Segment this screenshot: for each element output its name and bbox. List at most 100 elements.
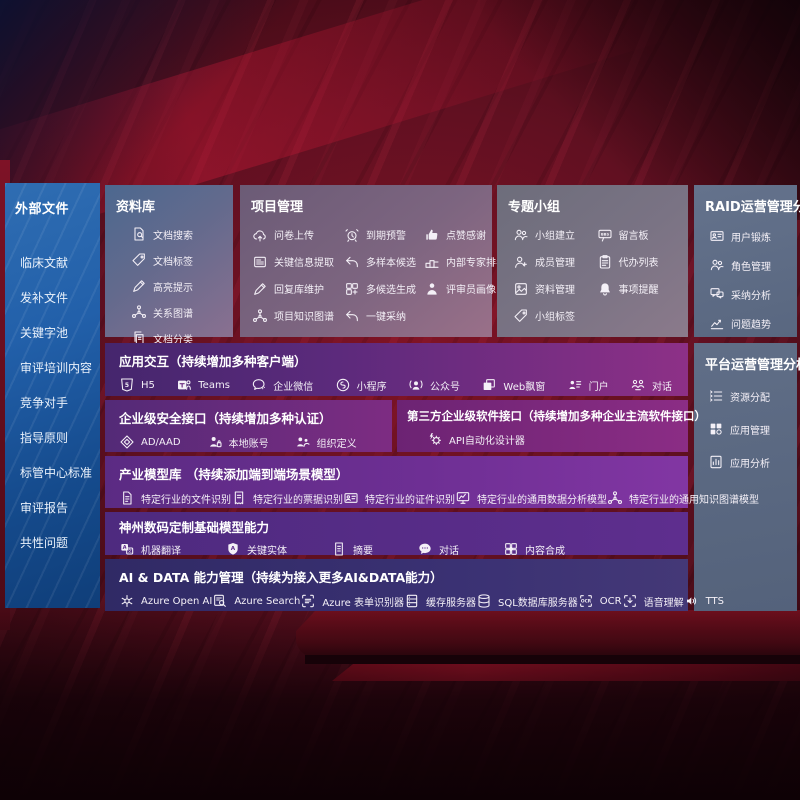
person-solid-item[interactable]: 评审员画像 xyxy=(424,281,506,297)
teams-item[interactable]: Teams xyxy=(176,377,230,393)
official-account-item[interactable]: 公众号 xyxy=(408,377,460,393)
account-local-icon xyxy=(207,434,223,450)
entity-badge-icon: A xyxy=(225,541,241,557)
web-window-item[interactable]: Web飘窗 xyxy=(481,377,545,393)
azure-search-item[interactable]: Azure Search xyxy=(212,593,300,609)
sql-db-item[interactable]: SQL数据库服务器 xyxy=(476,593,578,609)
openai-icon xyxy=(119,593,135,609)
sidebar-item[interactable]: 指导原则 xyxy=(5,421,100,456)
bell-item[interactable]: 事项提醒 xyxy=(597,281,681,297)
pencil-item[interactable]: 高亮提示 xyxy=(131,278,233,294)
grid-apps-icon xyxy=(708,421,724,437)
item-label: 多样本候选 xyxy=(366,258,416,269)
network-item[interactable]: 项目知识图谱 xyxy=(252,308,344,324)
generate-item[interactable]: 多候选生成 xyxy=(344,281,424,297)
item-label: 门户 xyxy=(588,381,609,393)
compose-grid-icon xyxy=(503,541,519,557)
item-label: 项目知识图谱 xyxy=(274,312,334,323)
data-model-item[interactable]: 特定行业的通用数据分析模型 xyxy=(455,490,607,506)
tag-item[interactable]: 文档标签 xyxy=(131,252,233,268)
album-icon xyxy=(513,281,529,297)
doc-search-item[interactable]: 文档搜索 xyxy=(131,226,233,242)
item-label: 关键字池 xyxy=(20,326,69,340)
openai-item[interactable]: Azure Open AI xyxy=(119,593,212,609)
adopt-arrow-icon xyxy=(344,308,360,324)
knowledge-graph-item[interactable]: 特定行业的通用知识图谱模型 xyxy=(607,490,759,506)
clipboard-icon xyxy=(597,254,613,270)
tts-item[interactable]: TTS xyxy=(684,593,724,609)
dialog-item[interactable]: 对话 xyxy=(630,377,672,393)
adopt-arrow-item[interactable]: 一键采纳 xyxy=(344,308,424,324)
list-tune-item[interactable]: 资源分配 xyxy=(708,388,797,404)
item-label: 一键采纳 xyxy=(366,312,406,323)
summary-doc-item[interactable]: 摘要 xyxy=(331,541,373,557)
reply-item[interactable]: 多样本候选 xyxy=(344,254,424,270)
list-tune-icon xyxy=(708,388,724,404)
account-local-item[interactable]: 本地账号 xyxy=(207,434,269,450)
miniprogram-icon xyxy=(335,377,351,393)
people-item[interactable]: 小组建立 xyxy=(513,227,597,243)
item-label: Azure 表单识别器 xyxy=(322,597,404,609)
cache-server-item[interactable]: 缓存服务器 xyxy=(404,593,476,609)
sidebar-external-files: 外部文件 临床文献 发补文件 关键字池 审评培训内容 竞争对手 指导原则 标管中心标准 审评报… xyxy=(5,183,100,608)
network-item[interactable]: 关系图谱 xyxy=(131,304,233,320)
sidebar-item[interactable]: 标管中心标准 xyxy=(5,456,100,491)
item-label: 审评报告 xyxy=(20,501,69,515)
pencil-item[interactable]: 回复库维护 xyxy=(252,281,344,297)
form-recognizer-item[interactable]: Azure 表单识别器 xyxy=(300,593,404,609)
sidebar-item[interactable]: 审评报告 xyxy=(5,491,100,526)
api-gear-item[interactable]: API自动化设计器 xyxy=(427,431,525,447)
ocr-item[interactable]: OCR OCR xyxy=(578,593,622,609)
clipboard-item[interactable]: 代办列表 xyxy=(597,254,681,270)
row-foundation-model-capability: 神州数码定制基础模型能力 A 文机器翻译 A 关键实体 摘要 对话 内容合成 xyxy=(105,512,688,557)
doc-file-item[interactable]: 特定行业的文件识别 xyxy=(119,490,231,506)
sidebar-item[interactable]: 关键字池 xyxy=(5,316,100,351)
item-label: 文档搜索 xyxy=(153,230,193,242)
person-add-item[interactable]: 成员管理 xyxy=(513,254,597,270)
id-card-item[interactable]: 用户锻炼 xyxy=(709,228,797,244)
item-label: OCR xyxy=(599,595,622,607)
ranking-item[interactable]: 内部专家排名 xyxy=(424,254,506,270)
sidebar-items: 临床文献 发补文件关键字池审评培训内容 竞争对手 指导原则 标管中心标准审评报告共性问题 xyxy=(5,246,100,561)
receipt-icon xyxy=(231,490,247,506)
thumb-up-item[interactable]: 点赞感谢 xyxy=(424,227,506,243)
row-title: 第三方企业级软件接口（持续增加多种企业主流软件接口） xyxy=(407,409,706,423)
grid-apps-item[interactable]: 应用管理 xyxy=(708,421,797,437)
alarm-item[interactable]: 到期预警 xyxy=(344,227,424,243)
chat-qa-item[interactable]: 采纳分析 xyxy=(709,286,797,302)
portal-item[interactable]: 门户 xyxy=(567,377,609,393)
sidebar-item[interactable]: 共性问题 xyxy=(5,526,100,561)
item-label: 小组标签 xyxy=(535,312,575,323)
sidebar-item[interactable]: 临床文献 xyxy=(5,246,100,281)
translate-item[interactable]: A 文机器翻译 xyxy=(119,541,181,557)
bbs-item[interactable]: BBS 留言板 xyxy=(597,227,681,243)
doc-file-icon xyxy=(119,490,135,506)
wechat-work-item[interactable]: 企业微信 xyxy=(251,377,313,393)
people-item[interactable]: 角色管理 xyxy=(709,257,797,273)
trend-item[interactable]: 问题趋势 xyxy=(709,315,797,331)
entity-badge-item[interactable]: A 关键实体 xyxy=(225,541,287,557)
tag-item[interactable]: 小组标签 xyxy=(513,308,597,324)
cloud-upload-item[interactable]: 问卷上传 xyxy=(252,227,344,243)
compose-grid-item[interactable]: 内容合成 xyxy=(503,541,565,557)
sidebar-item[interactable]: 竞争对手 xyxy=(5,386,100,421)
sidebar-item[interactable]: 发补文件 xyxy=(5,281,100,316)
chat-dots-item[interactable]: 对话 xyxy=(417,541,459,557)
item-label: 语音理解 xyxy=(643,597,684,609)
ad-diamond-item[interactable]: AD/AAD xyxy=(119,434,181,450)
doc-lines-item[interactable]: 关键信息提取 xyxy=(252,254,344,270)
org-define-item[interactable]: 组织定义 xyxy=(295,434,357,450)
sidebar-item[interactable]: 审评培训内容 xyxy=(5,351,100,386)
id-badge-item[interactable]: 特定行业的证件识别 xyxy=(343,490,455,506)
report-item[interactable]: 应用分析 xyxy=(708,454,797,470)
item-label: 对话 xyxy=(439,545,459,557)
item-label: 缓存服务器 xyxy=(426,597,476,609)
item-label: Teams xyxy=(198,379,230,391)
speech-item[interactable]: 语音理解 xyxy=(622,593,684,609)
album-item[interactable]: 资料管理 xyxy=(513,281,597,297)
html5-item[interactable]: 5 H5 xyxy=(119,377,155,393)
people-icon xyxy=(709,257,725,273)
miniprogram-item[interactable]: 小程序 xyxy=(335,377,387,393)
item-label: 资料管理 xyxy=(535,285,575,296)
receipt-item[interactable]: 特定行业的票据识别 xyxy=(231,490,343,506)
